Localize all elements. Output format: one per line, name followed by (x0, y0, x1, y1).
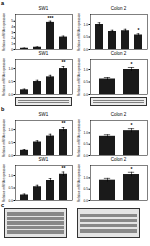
svg-text:0.5: 0.5 (84, 35, 89, 39)
svg-text:Relative mRNA expression: Relative mRNA expression (77, 119, 81, 157)
svg-text:1.0: 1.0 (84, 176, 89, 180)
svg-text:Relative mRNA expression: Relative mRNA expression (2, 119, 6, 157)
svg-text:*: * (131, 122, 133, 128)
svg-text:Relative mRNA expression: Relative mRNA expression (2, 58, 6, 96)
html-text:a: a (1, 0, 5, 6)
svg-text:*: * (131, 61, 133, 67)
svg-text:2: 2 (11, 36, 13, 40)
svg-text:0.5: 0.5 (84, 142, 89, 146)
svg-text:1: 1 (11, 42, 13, 46)
svg-text:Relative mRNA expression: Relative mRNA expression (77, 164, 81, 202)
svg-text:0.5: 0.5 (84, 80, 89, 84)
html-text:Colon 2: Colon 2 (110, 6, 127, 11)
html-text:SW1: SW1 (38, 51, 49, 56)
html-text:SW1: SW1 (38, 112, 49, 117)
svg-text:0.0: 0.0 (9, 154, 14, 158)
svg-text:***: *** (48, 15, 54, 21)
svg-text:1.0: 1.0 (9, 67, 14, 71)
svg-text:4: 4 (11, 25, 13, 29)
svg-text:1.0: 1.0 (84, 68, 89, 72)
html-text:SW1: SW1 (38, 6, 49, 11)
svg-text:1.0: 1.0 (84, 131, 89, 135)
svg-text:Relative mRNA expression: Relative mRNA expression (2, 164, 6, 202)
html-text:b: b (1, 106, 5, 112)
svg-text:*: * (131, 166, 133, 172)
svg-text:Relative mRNA expression: Relative mRNA expression (77, 13, 81, 51)
html-text:Colon 2: Colon 2 (110, 157, 127, 162)
svg-text:**: ** (62, 165, 66, 171)
html-text:Colon 2: Colon 2 (110, 51, 127, 56)
svg-text:0.0: 0.0 (9, 199, 14, 203)
svg-text:0.0: 0.0 (84, 48, 89, 52)
svg-text:**: ** (62, 59, 66, 65)
svg-text:0.5: 0.5 (9, 80, 14, 84)
svg-text:Relative mRNA expression: Relative mRNA expression (2, 13, 6, 51)
svg-text:0: 0 (11, 48, 13, 52)
svg-text:0.5: 0.5 (9, 186, 14, 190)
svg-text:Relative mRNA expression: Relative mRNA expression (77, 58, 81, 96)
html-text:c: c (1, 202, 5, 208)
svg-text:0.0: 0.0 (84, 154, 89, 158)
svg-text:0.5: 0.5 (84, 187, 89, 191)
svg-text:0.5: 0.5 (9, 141, 14, 145)
svg-text:5: 5 (11, 19, 13, 23)
html-text:SW1: SW1 (38, 157, 49, 162)
svg-text:1.0: 1.0 (84, 23, 89, 27)
svg-text:0.0: 0.0 (84, 199, 89, 203)
svg-text:**: ** (62, 120, 66, 126)
svg-text:1.0: 1.0 (9, 174, 14, 178)
svg-text:1.0: 1.0 (9, 128, 14, 132)
svg-text:0.0: 0.0 (9, 93, 14, 97)
html-text:Colon 2: Colon 2 (110, 112, 127, 117)
svg-text:*: * (138, 27, 140, 33)
svg-text:0.0: 0.0 (84, 93, 89, 97)
svg-text:3: 3 (11, 31, 13, 35)
